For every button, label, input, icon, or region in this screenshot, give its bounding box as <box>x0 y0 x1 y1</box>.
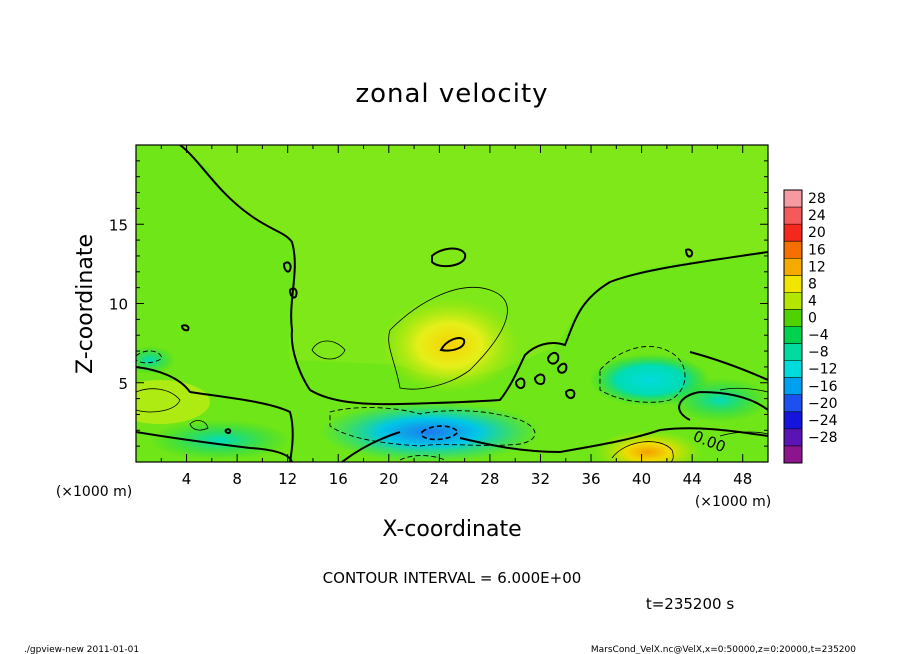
colorbar-segment <box>784 377 802 396</box>
colorbar-segment <box>784 326 802 345</box>
y-tick-label: 15 <box>109 216 128 234</box>
colorbar-label: −28 <box>808 430 838 446</box>
footer-left: ./gpview-new 2011-01-01 <box>24 645 139 654</box>
colorbar-label: 12 <box>808 259 826 275</box>
footer-right: MarsCond_VelX.nc@VelX,x=0:50000,z=0:2000… <box>591 645 856 654</box>
y-axis: 5 10 15 <box>109 160 768 447</box>
colorbar-segment <box>784 224 802 242</box>
y-axis-label: Z-coordinate <box>73 234 98 374</box>
colorbar-segment <box>784 411 802 430</box>
x-tick-label: 4 <box>182 470 192 488</box>
x-tick-label: 20 <box>379 470 398 488</box>
y-tick-label: 5 <box>118 375 128 393</box>
time-stamp: t=235200 s <box>646 595 734 613</box>
colorbar-label: −20 <box>808 396 838 412</box>
x-axis: 4 8 12 16 20 24 28 32 36 40 44 48 <box>160 145 752 488</box>
colorbar-segment <box>784 309 802 327</box>
colorbar-segment <box>784 207 802 225</box>
colorbar-label: −4 <box>808 328 829 344</box>
colorbar-label: −12 <box>808 362 838 378</box>
x-tick-label: 24 <box>430 470 449 488</box>
colorbar-segment <box>784 428 802 447</box>
negative-region-bottom <box>320 402 540 462</box>
chart-title: zonal velocity <box>355 79 548 109</box>
negative-contours <box>136 345 686 461</box>
colorbar-label: 8 <box>808 276 817 292</box>
colorbar-label: −24 <box>808 413 838 429</box>
x-tick-label: 8 <box>232 470 242 488</box>
cyan-patch-far-left <box>136 346 175 374</box>
colorbar-segment <box>784 394 802 413</box>
colorbar-segment <box>784 190 802 208</box>
colorbar-label: −16 <box>808 379 838 395</box>
cyan-patch-right <box>670 378 768 422</box>
colorbar-label: 20 <box>808 225 826 241</box>
colorbar-segment <box>784 445 802 464</box>
positive-core-bottom <box>593 430 703 462</box>
x-tick-label: 36 <box>581 470 600 488</box>
colorbar-label: −8 <box>808 345 829 361</box>
x-tick-label: 32 <box>531 470 550 488</box>
x-tick-label: 44 <box>683 470 702 488</box>
colorbar-segment <box>784 292 802 310</box>
zero-contours <box>136 145 768 462</box>
cyan-patch-left <box>150 420 290 460</box>
y-tick-label: 10 <box>109 296 128 314</box>
x-units-left: (×1000 m) <box>56 484 132 500</box>
colorbar-label: 28 <box>808 191 826 207</box>
colorbar-label: 0 <box>808 311 817 327</box>
colorbar-label: 24 <box>808 208 826 224</box>
colorbar-segment <box>784 343 802 362</box>
x-tick-label: 48 <box>733 470 752 488</box>
plot-area <box>136 145 768 462</box>
colorbar-segment <box>784 275 802 293</box>
positive-contours <box>136 287 768 462</box>
colorbar-label: 4 <box>808 293 817 309</box>
contour-interval-note: CONTOUR INTERVAL = 6.000E+00 <box>323 569 582 587</box>
positive-core-left <box>136 380 210 424</box>
colorbar-segment <box>784 241 802 259</box>
x-tick-label: 40 <box>632 470 651 488</box>
x-axis-label: X-coordinate <box>382 517 521 542</box>
x-units-right: (×1000 m) <box>695 494 771 510</box>
positive-core-mid <box>380 297 520 393</box>
colorbar-segment <box>784 360 802 379</box>
upper-field-region <box>180 145 768 377</box>
x-tick-label: 16 <box>329 470 348 488</box>
colorbar-segment <box>784 258 802 276</box>
x-tick-label: 12 <box>278 470 297 488</box>
colorbar-label: 16 <box>808 242 826 258</box>
x-tick-label: 28 <box>480 470 499 488</box>
